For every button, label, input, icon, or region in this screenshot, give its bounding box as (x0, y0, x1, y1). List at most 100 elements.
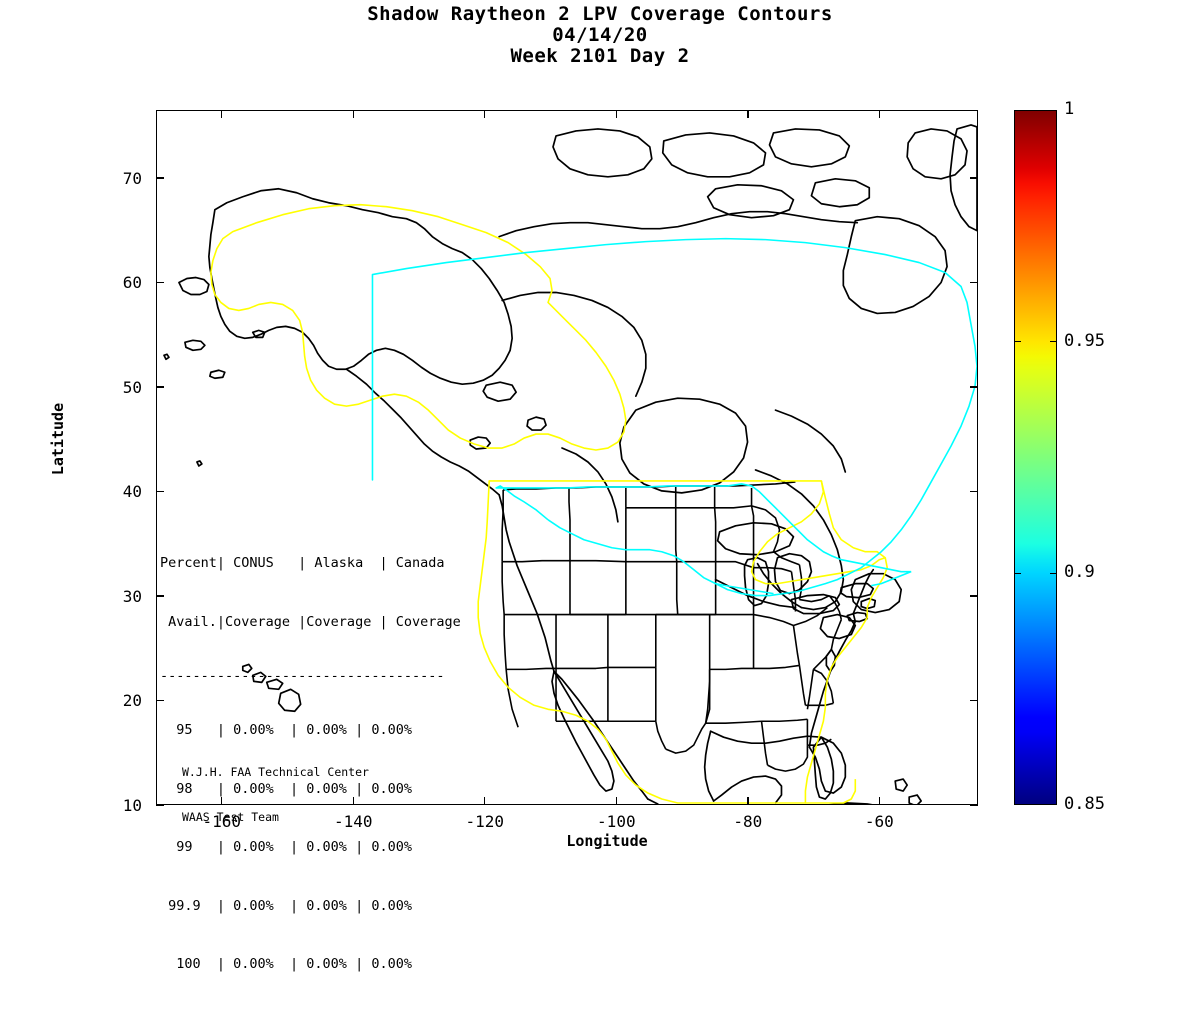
credit-block: W.J.H. FAA Technical Center WAAS Test Te… (182, 735, 369, 855)
y-tick-mark (156, 595, 164, 597)
y-tick-label: 50 (122, 377, 142, 397)
lake-ontario (839, 582, 875, 599)
x-tick-mark (352, 797, 354, 805)
baja-california (551, 670, 615, 792)
canada-region-outline (371, 237, 977, 597)
canada-north-coastline (498, 210, 859, 238)
central-america (646, 798, 659, 804)
x-tick-mark (615, 797, 617, 805)
x-axis-title: Longitude (566, 832, 648, 850)
colorbar-tick-mark (1014, 340, 1021, 343)
y-tick-label: 60 (122, 273, 142, 293)
colorbar (1014, 110, 1057, 805)
lake-michigan (743, 556, 770, 607)
y-tick-mark-right (970, 595, 978, 597)
aleutian-island-4 (251, 329, 266, 339)
x-tick-label: -160 (202, 812, 242, 831)
table-row: 100 | 0.00% | 0.00% | 0.00% (160, 956, 412, 972)
canada-great-bear (482, 381, 517, 403)
hudson-bay (619, 397, 749, 494)
colorbar-tick-mark-right (1050, 340, 1057, 343)
x-tick-mark (221, 797, 223, 805)
canada-lake-2 (526, 416, 547, 431)
x-tick-mark-top (747, 110, 749, 118)
x-tick-mark-top (221, 110, 223, 118)
aleutian-island-3 (209, 369, 226, 380)
coverage-table-header-2: Avail.|Coverage |Coverage | Coverage (160, 613, 461, 630)
x-tick-label: -80 (733, 812, 763, 831)
title-line-3: Week 2101 Day 2 (510, 45, 690, 67)
y-tick-mark-right (970, 177, 978, 179)
x-tick-label: -60 (864, 812, 894, 831)
x-tick-mark-top (878, 110, 881, 118)
alaska-panhandle (345, 368, 501, 496)
table-row: 99 | 0.00% | 0.00% | 0.00% (160, 839, 412, 855)
labrador-coast (754, 469, 845, 611)
y-tick-mark (156, 699, 164, 702)
colorbar-tick-label: 0.9 (1064, 562, 1095, 583)
y-tick-mark (156, 281, 164, 284)
mexico-gulf-coast (703, 730, 715, 802)
yucatan (712, 775, 783, 804)
hawaii-oahu (251, 671, 267, 684)
lake-erie (790, 593, 841, 615)
x-tick-mark-top (352, 110, 354, 118)
x-tick-mark (747, 797, 749, 805)
x-tick-label: -120 (465, 812, 505, 831)
us-gulf-coast (709, 730, 847, 794)
y-tick-mark-right (970, 804, 978, 806)
x-tick-mark-top (484, 110, 486, 118)
y-axis-title: Latitude (49, 402, 67, 476)
y-tick-mark (156, 386, 164, 388)
cuba (828, 802, 873, 804)
canada-hudson-south (561, 447, 619, 523)
y-tick-mark (156, 804, 164, 806)
conus-florida-extension (805, 779, 857, 804)
canada-coverage-region (371, 237, 977, 597)
aleutian-dot-1 (163, 353, 170, 361)
mexico-west-coast (553, 670, 649, 800)
x-tick-label: -100 (597, 812, 636, 831)
canada-arctic-islands-2 (661, 132, 767, 178)
cape-cod (860, 597, 877, 610)
us-east-coast (808, 612, 857, 749)
alaska-coverage-region (210, 203, 627, 451)
y-tick-mark-right (970, 490, 978, 493)
hawaii-kauai (241, 663, 253, 674)
quebec-maritime (756, 562, 803, 609)
y-tick-mark (156, 490, 164, 493)
canada-arctic-islands-5 (810, 177, 871, 208)
baffin-island (842, 215, 948, 315)
y-tick-mark-right (970, 699, 978, 702)
y-tick-label: 10 (122, 796, 142, 815)
hawaii-maui (265, 678, 284, 691)
hawaii-bigisland (277, 688, 302, 713)
nova-scotia (819, 613, 857, 640)
figure-root: Shadow Raytheon 2 LPV Coverage Contours … (0, 4, 1200, 973)
title-line-1: Shadow Raytheon 2 LPV Coverage Contours (367, 3, 833, 25)
bahamas-1 (894, 778, 909, 792)
long-island (846, 611, 869, 623)
conus-great-lakes-notch (750, 480, 886, 585)
alaska-region-outline (210, 203, 627, 451)
conus-region-outline (477, 480, 889, 804)
canada-lake-1 (469, 436, 492, 450)
y-tick-mark-right (970, 386, 978, 388)
canada-great-lakes-seg (715, 582, 774, 595)
greenland-west (949, 124, 977, 232)
hudson-strait (774, 409, 847, 473)
conus-coverage-region (477, 480, 889, 804)
canada-arctic-islands-4 (706, 183, 795, 219)
y-tick-mark-right (970, 281, 978, 284)
florida (812, 736, 835, 800)
x-tick-mark (484, 797, 486, 805)
colorbar-tick-mark-right (1050, 572, 1057, 575)
figure-title: Shadow Raytheon 2 LPV Coverage Contours … (0, 4, 1200, 67)
colorbar-tick-mark (1014, 572, 1021, 575)
map-plot-area (156, 110, 978, 805)
us-west-coast (498, 494, 555, 673)
aleutian-islands (178, 276, 210, 296)
colorbar-gradient (1015, 111, 1056, 804)
coastlines-group (163, 124, 977, 804)
bahamas-2 (908, 794, 922, 804)
